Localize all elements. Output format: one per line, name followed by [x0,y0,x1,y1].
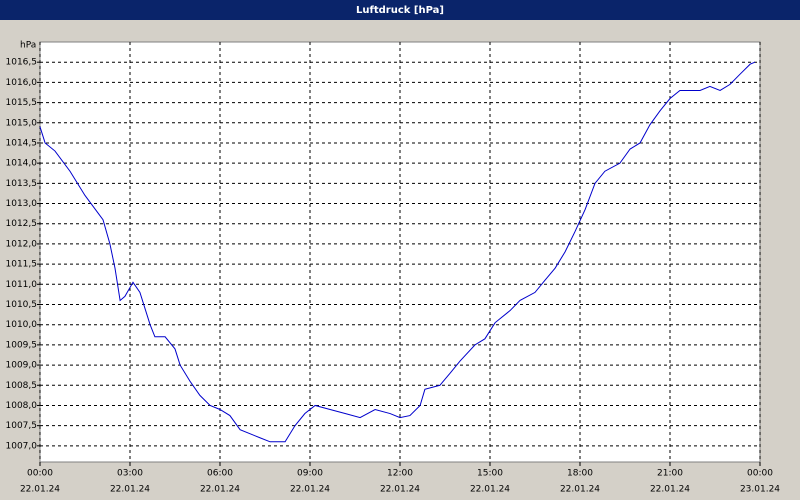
x-tick-label: 03:00 [117,469,143,479]
y-tick-label: 1012,5 [6,219,38,229]
x-tick-label: 00:00 [27,469,53,479]
y-tick-label: 1012,0 [6,239,38,249]
y-tick-label: 1016,5 [6,58,38,68]
x-tick-date: 23.01.24 [740,485,780,495]
y-tick-label: 1009,0 [6,361,38,371]
x-tick-label: 06:00 [207,469,233,479]
x-tick-label: 21:00 [657,469,683,479]
y-tick-label: 1015,5 [6,98,38,108]
y-tick-label: 1013,0 [6,199,38,209]
y-tick-label: 1016,0 [6,78,38,88]
y-tick-label: 1015,0 [6,118,38,128]
x-tick-date: 22.01.24 [290,485,330,495]
x-tick-date: 22.01.24 [20,485,60,495]
y-tick-label: 1011,5 [6,260,38,270]
x-tick-label: 18:00 [567,469,593,479]
y-unit-label: hPa [20,41,36,51]
y-tick-label: 1011,0 [6,280,38,290]
x-tick-date: 22.01.24 [110,485,150,495]
x-tick-label: 15:00 [477,469,503,479]
data-line [39,61,756,443]
y-tick-label: 1010,0 [6,320,38,330]
y-tick-label: 1010,5 [6,300,38,310]
y-tick-label: 1013,5 [6,179,38,189]
y-tick-label: 1009,5 [6,340,38,350]
y-tick-label: 1014,5 [6,138,38,148]
y-tick-label: 1008,5 [6,381,38,391]
y-tick-label: 1007,0 [6,441,38,451]
x-tick-date: 22.01.24 [200,485,240,495]
y-tick-label: 1008,0 [6,401,38,411]
y-tick-label: 1007,5 [6,421,38,431]
x-tick-date: 22.01.24 [470,485,510,495]
y-tick-label: 1014,0 [6,159,38,169]
x-tick-date: 22.01.24 [650,485,690,495]
x-tick-label: 00:00 [747,469,773,479]
x-tick-date: 22.01.24 [560,485,600,495]
x-tick-label: 09:00 [297,469,323,479]
title-bar [0,0,800,20]
x-tick-label: 12:00 [387,469,413,479]
chart-title: Luftdruck [hPa] [356,5,444,16]
x-tick-date: 22.01.24 [380,485,420,495]
